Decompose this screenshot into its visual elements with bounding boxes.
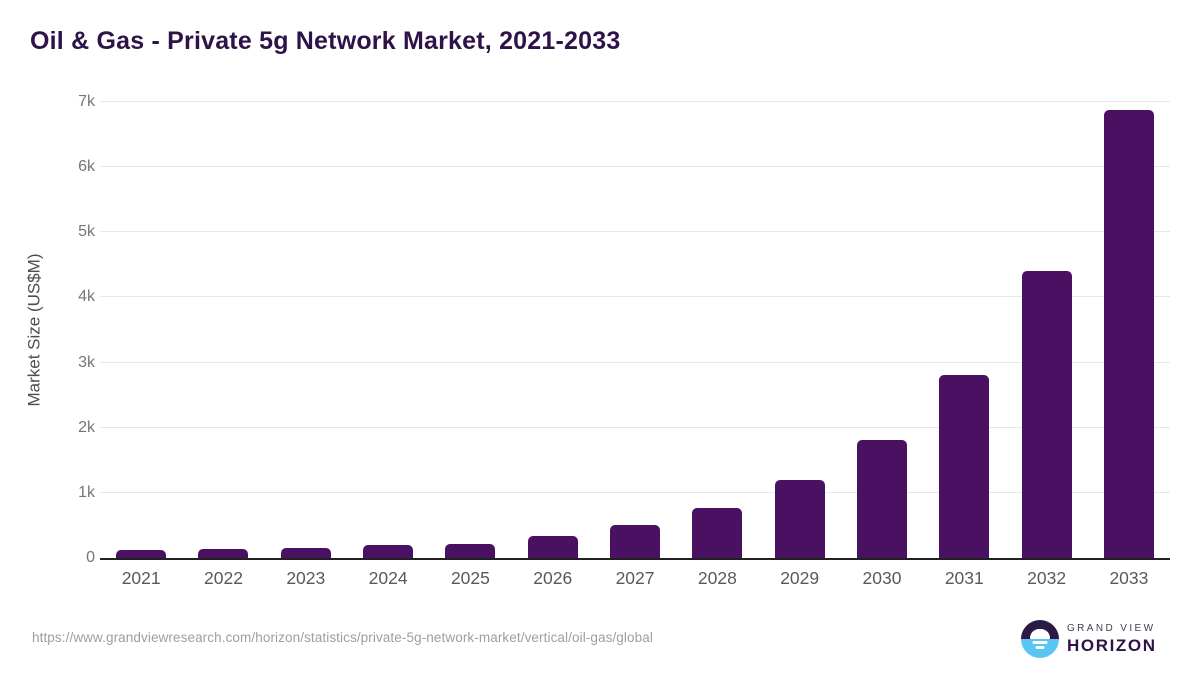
bar-2023[interactable]	[280, 547, 331, 558]
bar-slot-2024	[347, 102, 429, 558]
bar-2027[interactable]	[610, 525, 661, 558]
x-axis-line	[100, 558, 1170, 560]
gridline-3k	[100, 361, 1170, 363]
x-tick-2033: 2033	[1109, 568, 1149, 588]
bar-slot-2028	[676, 102, 758, 558]
gridline-5k	[100, 231, 1170, 233]
chart-title: Oil & Gas - Private 5g Network Market, 2…	[30, 27, 621, 55]
bar-slot-2021	[100, 102, 182, 558]
bar-2024[interactable]	[363, 545, 414, 558]
gridline-2k	[100, 426, 1170, 428]
x-tick-2028: 2028	[697, 568, 737, 588]
gridline-6k	[100, 166, 1170, 168]
bar-2025[interactable]	[445, 543, 496, 558]
x-tick-2023: 2023	[286, 568, 326, 588]
horizon-line-2	[1035, 645, 1045, 650]
grand-view-horizon-logo: GRAND VIEW HORIZON	[1021, 620, 1157, 658]
sun-dome-shape	[1030, 629, 1050, 639]
bar-slot-2023	[265, 102, 347, 558]
logo-text-grand-view: GRAND VIEW	[1067, 622, 1156, 634]
bar-slot-2029	[759, 102, 841, 558]
x-tick-2027: 2027	[615, 568, 655, 588]
y-tick-5k: 5k	[78, 223, 95, 241]
bar-series	[100, 102, 1170, 558]
x-tick-2024: 2024	[368, 568, 408, 588]
y-tick-6k: 6k	[78, 158, 95, 176]
bar-slot-2032	[1005, 102, 1087, 558]
gridline-7k	[100, 101, 1170, 102]
x-tick-2029: 2029	[780, 568, 820, 588]
logo-text-horizon: HORIZON	[1067, 635, 1157, 655]
y-tick-1k: 1k	[78, 483, 95, 501]
x-tick-2025: 2025	[450, 568, 490, 588]
x-tick-2031: 2031	[944, 568, 984, 588]
bar-slot-2033	[1088, 102, 1170, 558]
gridline-1k	[100, 491, 1170, 493]
bar-2026[interactable]	[527, 535, 578, 558]
y-tick-2k: 2k	[78, 418, 95, 436]
x-tick-2022: 2022	[204, 568, 243, 588]
bar-2033[interactable]	[1103, 110, 1154, 558]
y-tick-4k: 4k	[78, 288, 95, 306]
gridline-4k	[100, 296, 1170, 298]
bar-2031[interactable]	[939, 374, 990, 558]
y-axis-tick-labels: 0 1k 2k 3k 4k 5k 6k 7k	[0, 93, 95, 566]
bar-2022[interactable]	[198, 548, 249, 558]
bar-2032[interactable]	[1021, 271, 1072, 558]
bar-slot-2031	[923, 102, 1005, 558]
bar-slot-2025	[429, 102, 511, 558]
logo-text: GRAND VIEW HORIZON	[1067, 623, 1157, 656]
x-axis-tick-labels: 2021 2022 2023 2024 2025 2026 2027 2028 2029 2030…	[100, 567, 1170, 589]
bar-slot-2027	[594, 102, 676, 558]
y-tick-3k: 3k	[78, 353, 95, 371]
x-tick-2032: 2032	[1027, 568, 1067, 588]
bar-slot-2030	[841, 102, 923, 558]
bar-2028[interactable]	[692, 507, 743, 558]
horizon-sun-icon	[1021, 620, 1059, 658]
bar-2021[interactable]	[116, 550, 167, 558]
bar-slot-2022	[182, 102, 264, 558]
bar-slot-2026	[512, 102, 594, 558]
horizon-line-1	[1032, 640, 1048, 645]
bar-2029[interactable]	[774, 480, 825, 558]
x-tick-2021: 2021	[121, 568, 161, 588]
source-url: https://www.grandviewresearch.com/horizo…	[32, 630, 653, 645]
plot-area	[100, 101, 1170, 560]
y-tick-7k: 7k	[78, 93, 95, 110]
y-tick-0: 0	[86, 549, 95, 566]
x-tick-2030: 2030	[862, 568, 902, 588]
bar-2030[interactable]	[856, 439, 907, 558]
x-tick-2026: 2026	[533, 568, 573, 588]
